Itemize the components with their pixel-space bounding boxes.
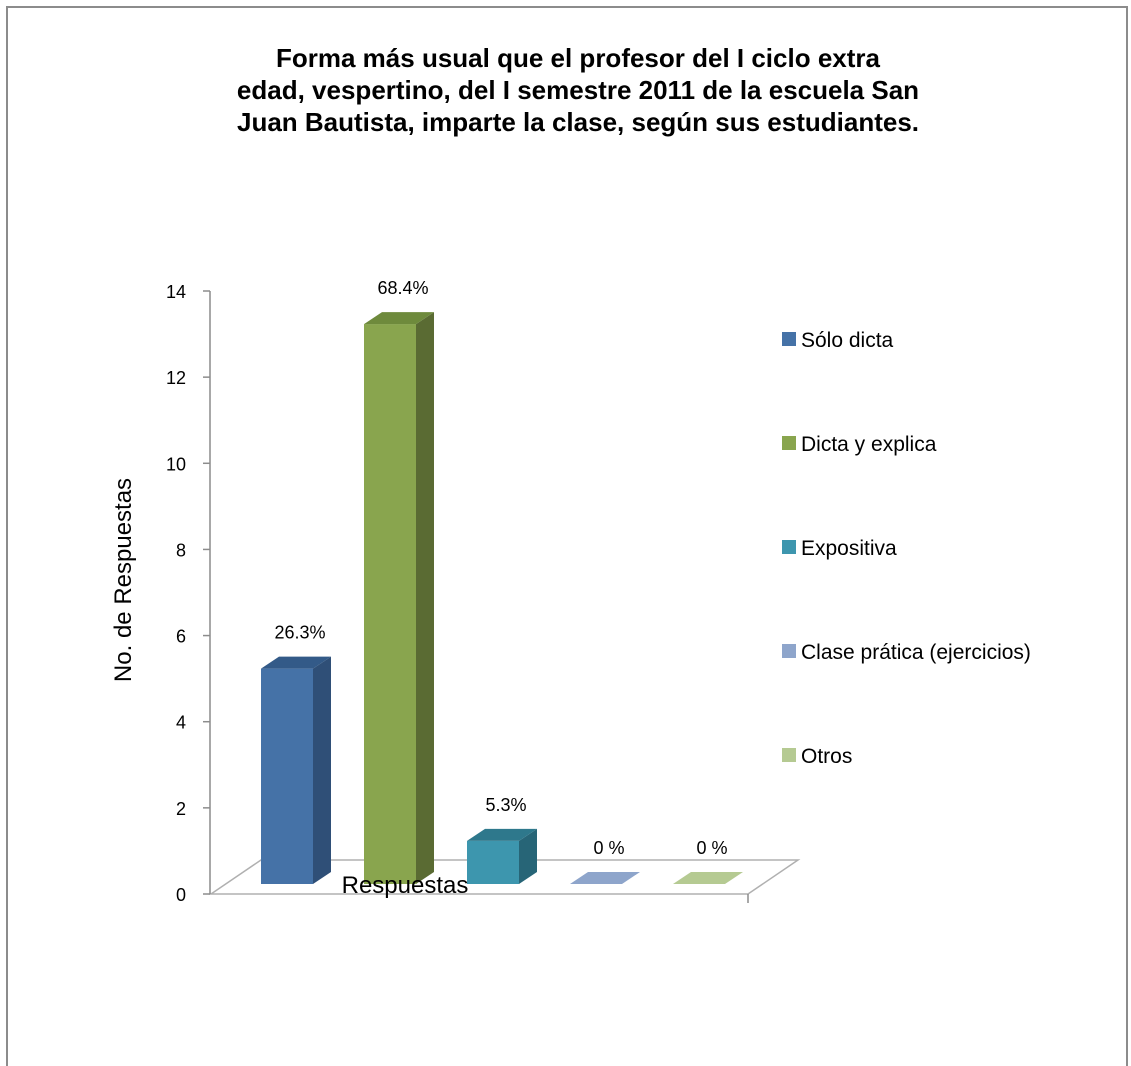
data-labels: 26.3% 68.4% 5.3% 0 % 0 % — [274, 278, 727, 858]
bar-top — [364, 312, 434, 325]
bar-top — [467, 828, 537, 841]
legend-swatch — [782, 436, 796, 450]
bar — [261, 656, 331, 884]
legend-item: Clase prática (ejercicios) — [782, 641, 1031, 664]
data-label: 0 % — [696, 838, 727, 858]
y-tick-label: 10 — [166, 454, 186, 474]
bar-front — [261, 668, 313, 884]
chart-title: Forma más usual que el profesor del I ci… — [236, 43, 920, 137]
bar-side — [313, 656, 331, 884]
legend-item: Expositiva — [782, 537, 897, 560]
legend-swatch — [782, 332, 796, 346]
legend-swatch — [782, 540, 796, 554]
data-label: 68.4% — [377, 278, 428, 298]
legend-item: Otros — [782, 745, 852, 768]
y-tick-label: 0 — [176, 885, 186, 905]
bar — [673, 872, 743, 884]
legend: Sólo dicta Dicta y explica Expositiva Clase… — [782, 329, 1031, 768]
y-tick-label: 2 — [176, 799, 186, 819]
bar-front — [364, 324, 416, 885]
legend-swatch — [782, 644, 796, 658]
y-tick-label: 6 — [176, 627, 186, 647]
legend-label: Otros — [801, 745, 852, 768]
bar-front — [467, 840, 519, 884]
y-tick-label: 8 — [176, 540, 186, 560]
y-tick-label: 14 — [166, 282, 186, 302]
y-axis-title: No. de Respuestas — [110, 478, 137, 682]
bar-top — [673, 872, 743, 884]
bar-top — [570, 872, 640, 884]
legend-swatch — [782, 748, 796, 762]
data-label: 26.3% — [274, 623, 325, 643]
legend-label: Sólo dicta — [801, 329, 894, 352]
bar-top — [261, 656, 331, 669]
bar — [364, 312, 434, 885]
data-label: 0 % — [593, 838, 624, 858]
y-axis: 0 2 4 6 8 10 12 14 — [166, 282, 211, 905]
bar — [467, 828, 537, 884]
legend-label: Dicta y explica — [801, 433, 937, 456]
legend-item: Sólo dicta — [782, 329, 894, 352]
y-tick-label: 4 — [176, 713, 186, 733]
bar-side — [519, 828, 537, 884]
legend-label: Clase prática (ejercicios) — [801, 641, 1031, 664]
data-label: 5.3% — [485, 795, 526, 815]
y-tick-label: 12 — [166, 368, 186, 388]
legend-label: Expositiva — [801, 537, 897, 560]
x-axis-title: Respuestas — [342, 872, 469, 899]
legend-item: Dicta y explica — [782, 433, 937, 456]
bar — [570, 872, 640, 884]
bars — [261, 312, 743, 885]
bar-side — [416, 312, 434, 885]
